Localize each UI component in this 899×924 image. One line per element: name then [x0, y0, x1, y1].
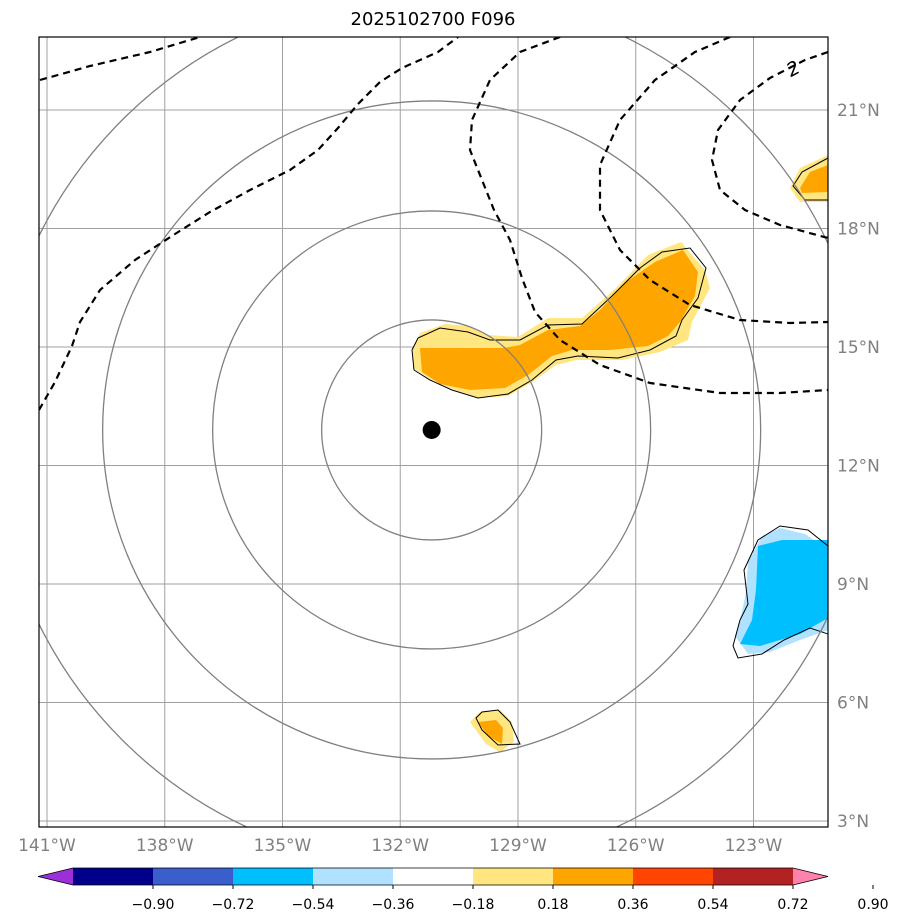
- range-ring-3: [101, 100, 762, 760]
- colorbar-label: −0.18: [452, 897, 495, 913]
- colorbar-label: −0.54: [292, 897, 335, 913]
- positive-cell-south-core: [478, 720, 503, 744]
- dashed-contours: [39, 37, 828, 411]
- storm-center-marker: [422, 420, 441, 439]
- negative-cell-se-outline: [732, 525, 828, 659]
- negative-cell-se-core: [740, 540, 828, 646]
- range-rings: [39, 37, 828, 827]
- colorbar-label: 0.18: [537, 897, 568, 913]
- colorbar-segment: [313, 868, 394, 885]
- lon-tick-label: 141°W: [18, 836, 76, 856]
- lon-tick-label: 129°W: [489, 836, 547, 856]
- colorbar-segment: [153, 868, 234, 885]
- positive-band-core: [420, 250, 698, 390]
- lon-tick-label: 135°W: [254, 836, 312, 856]
- colorbar-segment: [73, 868, 154, 885]
- positive-band-outline: [411, 247, 707, 399]
- colorbar-segment: [473, 868, 554, 885]
- lon-tick-label: 132°W: [371, 836, 429, 856]
- colorbar-segment: [393, 868, 474, 885]
- colorbar-label: −0.72: [212, 897, 255, 913]
- colorbar-outline: [37, 867, 829, 886]
- colorbar-segment: [233, 868, 314, 885]
- lat-tick-label: 3°N: [837, 812, 869, 832]
- lon-tick-label: 123°W: [725, 836, 783, 856]
- colorbar-label: −0.90: [132, 897, 175, 913]
- colorbar-segment: [713, 868, 794, 885]
- shaded-field: [411, 155, 828, 752]
- longitude-labels: 141°W 138°W 135°W 132°W 129°W 126°W 123°W: [18, 836, 782, 856]
- gridlines: [39, 37, 828, 827]
- colorbar-label: 0.90: [857, 897, 888, 913]
- lat-tick-label: 18°N: [837, 220, 880, 240]
- contour-line-2: [39, 37, 459, 411]
- lon-tick-label: 138°W: [136, 836, 194, 856]
- contour-line-3: [468, 37, 828, 395]
- plot-frame: [38, 36, 829, 828]
- colorbar-label: 0.54: [697, 897, 728, 913]
- range-ring-1: [320, 319, 543, 541]
- lat-tick-label: 21°N: [837, 101, 880, 121]
- lat-tick-label: 12°N: [837, 457, 880, 477]
- lat-tick-label: 15°N: [837, 338, 880, 358]
- lat-tick-label: 6°N: [837, 694, 869, 714]
- contour-line-4: [598, 37, 828, 325]
- contour-label: 2: [783, 57, 804, 82]
- lon-tick-label: 126°W: [607, 836, 665, 856]
- range-ring-2: [211, 210, 652, 650]
- colorbar-extend-low: [38, 868, 73, 885]
- chart-title: 2025102700 F096: [350, 9, 516, 30]
- colorbar-extend-high: [793, 868, 828, 885]
- colorbar-label: 0.72: [777, 897, 808, 913]
- contour-line-1: [39, 37, 201, 82]
- positive-cell-south-outline: [475, 709, 521, 746]
- positive-cell-ne-core: [800, 165, 828, 193]
- lat-tick-label: 9°N: [837, 575, 869, 595]
- colorbar-segment: [553, 868, 634, 885]
- colorbar-label: 0.36: [617, 897, 648, 913]
- colorbar: −0.90 −0.72 −0.54 −0.36 −0.18 0.18 0.36 0.54 0.7…: [37, 867, 889, 913]
- colorbar-label: −0.36: [372, 897, 415, 913]
- colorbar-segment: [633, 868, 714, 885]
- latitude-labels: 3°N 6°N 9°N 12°N 15°N 18°N 21°N: [837, 101, 880, 832]
